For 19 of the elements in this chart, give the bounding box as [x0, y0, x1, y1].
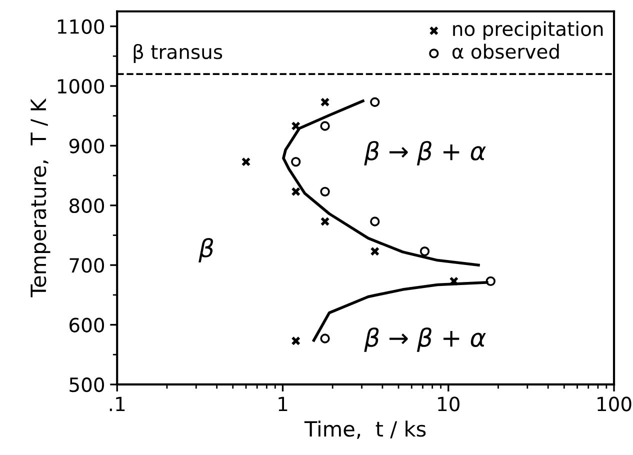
x-axis-title: Time, t / ks — [304, 420, 426, 439]
annotation: β → β + α — [364, 140, 486, 166]
y-tick-label: 1000 — [58, 78, 104, 94]
y-tick-label: 800 — [70, 198, 104, 214]
y-axis-title: Temperature, T / K — [30, 98, 50, 298]
ref-line-label: β transus — [134, 44, 222, 63]
legend-label: no precipitation — [453, 21, 603, 40]
x-tick-label: 100 — [598, 396, 632, 412]
y-tick-label: 1100 — [58, 19, 104, 34]
y-tick-label: 700 — [70, 258, 104, 273]
annotation: β → β + α — [364, 328, 486, 352]
annotation: β — [198, 238, 213, 262]
legend-label: α observed — [452, 44, 559, 59]
x-tick-label: 1 — [278, 396, 288, 412]
x-tick-label: 10 — [438, 396, 460, 412]
y-tick-label: 900 — [69, 138, 104, 154]
y-tick-label: 500 — [70, 377, 104, 392]
x-tick-label: .1 — [110, 396, 125, 412]
y-tick-label: 600 — [70, 318, 104, 332]
